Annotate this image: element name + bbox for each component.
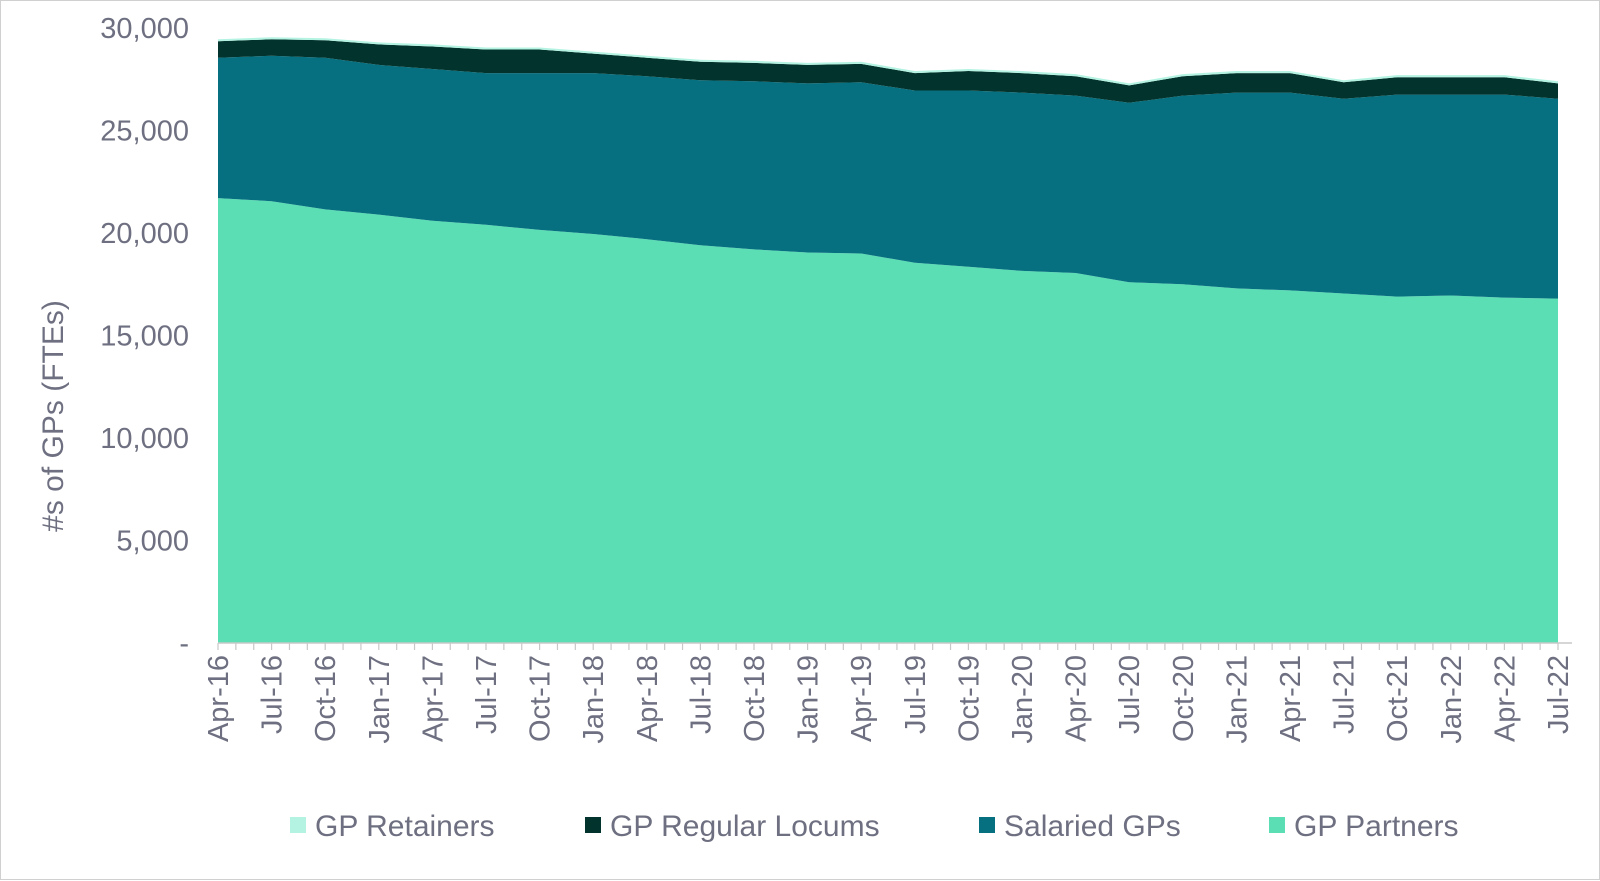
area-gp-retainers [218,37,1558,86]
y-tick-label: 15,000 [100,321,189,353]
legend-item-gp-retainers: GP Retainers [290,810,495,843]
x-tick-label: Jul-16 [257,655,289,734]
legend-label: GP Partners [1294,810,1459,843]
legend-item-salaried-gps: Salaried GPs [979,810,1181,843]
x-tick-label: Oct-17 [525,655,557,742]
x-tick-label: Jan-18 [578,655,610,744]
legend: GP Retainers GP Regular Locums Salaried GP… [290,810,1459,843]
x-tick-label: Jul-20 [1114,655,1146,734]
x-tick-label: Jul-22 [1543,655,1575,734]
x-tick-label: Oct-21 [1382,655,1414,742]
x-tick-label: Apr-17 [417,655,449,742]
y-tick-label: 10,000 [100,423,189,455]
area-salaried-gps [218,55,1558,299]
area-series-group [218,37,1558,643]
legend-label: GP Regular Locums [610,810,880,843]
x-tick-label: Jul-18 [685,655,717,734]
x-tick-label: Jan-20 [1007,655,1039,744]
x-tick-label: Apr-22 [1489,655,1521,742]
y-tick-label: 20,000 [100,218,189,250]
x-tick-label: Jul-21 [1329,655,1361,734]
x-tick-label: Jul-17 [471,655,503,734]
legend-item-gp-regular-locums: GP Regular Locums [585,810,880,843]
y-axis: - 5,000 10,000 15,000 20,000 25,000 30,000 [100,13,189,660]
x-tick-label: Jan-21 [1221,655,1253,744]
x-tick-label: Apr-18 [632,655,664,742]
x-tick-label: Jan-19 [793,655,825,744]
legend-swatch [1269,817,1285,833]
x-tick-label: Jan-22 [1436,655,1468,744]
y-tick-label: 5,000 [116,526,189,558]
legend-swatch [290,817,306,833]
y-axis-title: #s of GPs (FTEs) [37,300,70,532]
x-tick-label: Jul-19 [900,655,932,734]
y-tick-label: 30,000 [100,13,189,45]
legend-swatch [979,817,995,833]
area-gp-regular-locums [218,39,1558,103]
x-tick-label: Apr-20 [1061,655,1093,742]
x-tick-label: Oct-20 [1168,655,1200,742]
legend-item-gp-partners: GP Partners [1269,810,1459,843]
x-tick-label: Oct-19 [953,655,985,742]
x-axis: Apr-16 Jul-16 Oct-16 Jan-17 Apr-17 Jul-17 Oct-… [203,642,1575,744]
legend-label: Salaried GPs [1004,810,1181,843]
y-tick-label: 25,000 [100,116,189,148]
legend-label: GP Retainers [315,810,495,843]
area-gp-partners [218,198,1558,643]
x-tick-label: Apr-19 [846,655,878,742]
x-tick-label: Oct-16 [310,655,342,742]
y-tick-label: - [179,628,189,660]
legend-swatch [585,817,601,833]
x-tick-label: Oct-18 [739,655,771,742]
x-tick-label: Jan-17 [364,655,396,744]
x-tick-label: Apr-21 [1275,655,1307,742]
x-tick-label: Apr-16 [203,655,235,742]
